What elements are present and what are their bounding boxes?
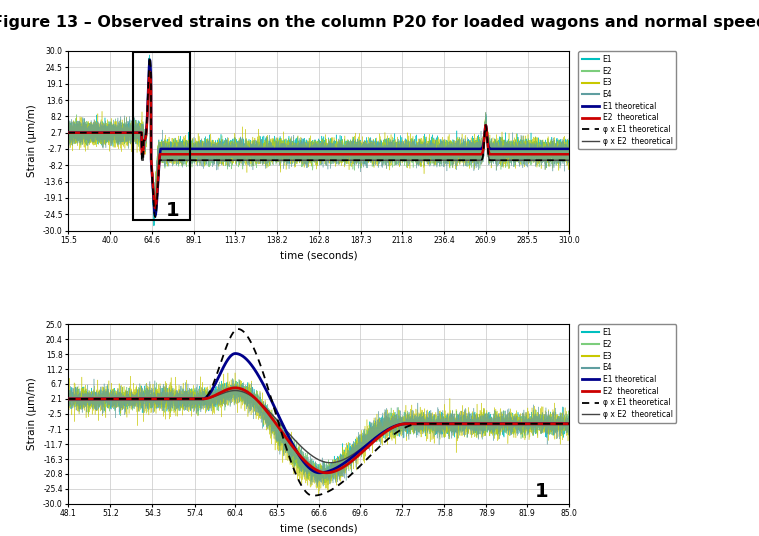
X-axis label: time (seconds): time (seconds)	[280, 251, 357, 260]
Y-axis label: Strain (μm/m): Strain (μm/m)	[27, 377, 37, 450]
Y-axis label: Strain (μm/m): Strain (μm/m)	[27, 105, 37, 177]
X-axis label: time (seconds): time (seconds)	[280, 524, 357, 534]
Text: 1: 1	[535, 482, 549, 501]
Legend: E1, E2, E3, E4, E1 theoretical, E2  theoretical, φ x E1 theoretical, φ x E2  the: E1, E2, E3, E4, E1 theoretical, E2 theor…	[578, 324, 676, 423]
Bar	[133, 53, 190, 220]
Legend: E1, E2, E3, E4, E1 theoretical, E2  theoretical, φ x E1 theoretical, φ x E2  the: E1, E2, E3, E4, E1 theoretical, E2 theor…	[578, 51, 676, 150]
Text: Figure 13 – Observed strains on the column P20 for loaded wagons and normal spee: Figure 13 – Observed strains on the colu…	[0, 16, 759, 30]
Text: 1: 1	[166, 200, 180, 220]
